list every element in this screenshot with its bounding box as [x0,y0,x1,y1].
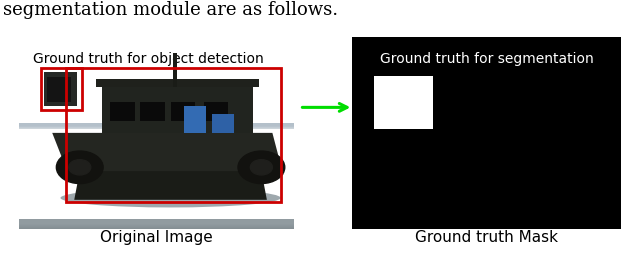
Bar [19,221,294,226]
Bar [19,124,294,127]
Bar [204,103,228,122]
Bar [19,125,294,129]
Bar [19,126,294,129]
Bar [110,103,135,122]
Bar [19,124,294,127]
Bar [19,223,294,228]
Bar [19,124,294,127]
Bar [19,124,294,127]
FancyArrowPatch shape [302,104,347,112]
Bar [19,124,294,128]
Bar [19,222,294,227]
Bar [19,222,294,227]
Bar [19,125,294,128]
Bar [19,125,294,128]
Bar [19,125,294,128]
Circle shape [238,151,285,184]
Bar [19,124,294,128]
Bar [19,123,294,126]
Bar [184,107,206,133]
Bar [19,221,294,226]
Bar [19,220,294,225]
Bar [19,126,294,129]
Bar [19,224,294,228]
Bar [19,125,294,128]
Bar [19,126,294,129]
Bar [19,220,294,225]
Bar [19,221,294,226]
Bar [19,219,294,224]
Bar [19,125,294,129]
Bar [19,223,294,227]
Bar [44,72,77,107]
Bar [212,114,234,133]
Bar [19,219,294,224]
Bar [19,126,294,130]
Text: segmentation module are as follows.: segmentation module are as follows. [3,1,339,19]
Bar [41,69,83,110]
Bar [19,126,294,130]
Polygon shape [96,80,259,88]
Polygon shape [102,88,253,133]
Bar [19,124,294,127]
Circle shape [68,160,91,175]
Bar [19,125,294,128]
Bar [47,78,72,103]
Ellipse shape [61,188,280,208]
Bar [19,125,294,129]
Bar [19,126,294,129]
Text: Original Image: Original Image [100,229,213,244]
Text: Ground truth Mask: Ground truth Mask [415,229,558,244]
Text: Ground truth for segmentation: Ground truth for segmentation [380,51,593,65]
Polygon shape [52,133,284,175]
Bar [19,221,294,226]
Bar [19,224,294,229]
Bar [19,126,294,129]
Bar [19,124,294,127]
Bar [19,222,294,227]
Bar [374,76,433,130]
Bar [140,103,165,122]
Bar [19,220,294,225]
Bar [19,126,294,129]
Bar [19,124,294,127]
Bar [19,219,294,224]
Bar [19,223,294,228]
Bar [66,69,280,202]
Bar [19,125,294,128]
Circle shape [250,160,273,175]
Bar [173,53,177,88]
Bar [170,103,195,122]
Bar [19,124,294,128]
Polygon shape [74,171,267,200]
Bar [19,220,294,225]
Bar [19,223,294,228]
Circle shape [56,151,103,184]
Text: Ground truth for object detection: Ground truth for object detection [33,51,264,65]
Bar [19,126,294,129]
Bar [19,125,294,128]
